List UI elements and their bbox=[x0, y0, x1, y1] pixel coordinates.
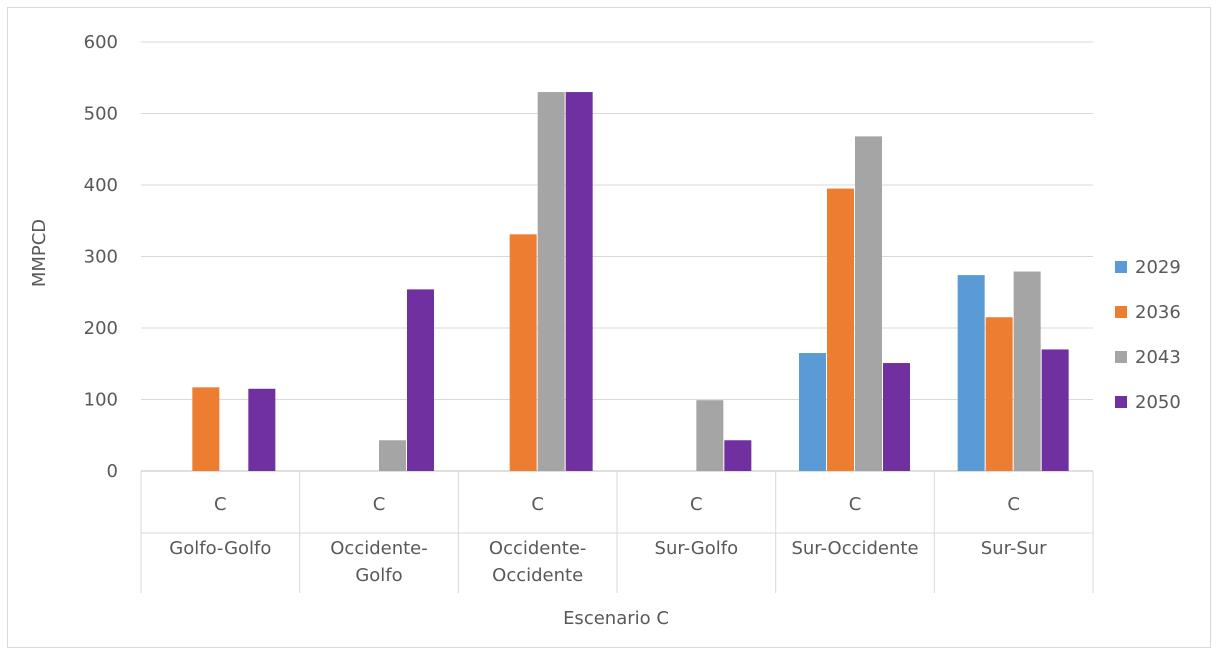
bar-2029-cat-4 bbox=[799, 353, 826, 471]
legend-swatch-2050 bbox=[1115, 396, 1127, 408]
bar-2050-cat-2 bbox=[565, 92, 593, 472]
legend-swatch-2043 bbox=[1115, 351, 1127, 363]
bar-2043-cat-5 bbox=[1013, 271, 1041, 471]
y-tick-label: 100 bbox=[84, 390, 118, 411]
y-tick-label: 400 bbox=[84, 175, 118, 196]
bar-2036-cat-5 bbox=[985, 317, 1013, 471]
legend-swatch-2036 bbox=[1115, 306, 1127, 318]
x-tick-label-level1: C bbox=[214, 494, 227, 515]
bar-2029-cat-5 bbox=[957, 275, 985, 471]
x-tick-label-level1: C bbox=[690, 494, 703, 515]
x-tick-label: Sur-Occidente bbox=[791, 538, 918, 559]
bar-2050-cat-1 bbox=[407, 289, 434, 471]
x-tick-label-level1: C bbox=[1007, 494, 1020, 515]
x-tick-label: Occidente bbox=[492, 565, 583, 586]
legend: 2029 2036 2043 2050 bbox=[1115, 257, 1181, 413]
y-tick-label: 300 bbox=[84, 247, 118, 268]
y-tick-label: 500 bbox=[84, 104, 118, 125]
x-tick-label-level1: C bbox=[373, 494, 386, 515]
bar-2036-cat-4 bbox=[827, 188, 854, 471]
x-tick-label: Occidente- bbox=[330, 538, 428, 559]
x-tick-label: Occidente- bbox=[489, 538, 587, 559]
chart-area: 0 100 200 300 400 500 600 C Golfo-Golfo C Occiden… bbox=[7, 7, 1211, 648]
x-axis: C Golfo-Golfo C Occidente- Golfo C Occidente- O… bbox=[140, 471, 1094, 593]
y-tick-label: 200 bbox=[84, 318, 118, 339]
bar-2043-cat-3 bbox=[696, 400, 724, 471]
y-axis-ticks: 0 100 200 300 400 500 600 bbox=[84, 32, 118, 482]
y-axis-label: MMPCD bbox=[29, 219, 50, 287]
bar-2050-cat-0 bbox=[248, 388, 276, 471]
x-axis-label: Escenario C bbox=[563, 608, 669, 629]
legend-swatch-2029 bbox=[1115, 261, 1127, 273]
legend-label: 2050 bbox=[1135, 392, 1181, 413]
bar-2043-cat-2 bbox=[537, 92, 565, 472]
x-tick-label-level1: C bbox=[849, 494, 862, 515]
bar-2036-cat-0 bbox=[192, 387, 220, 471]
legend-label: 2043 bbox=[1135, 347, 1181, 368]
bar-2050-cat-5 bbox=[1041, 349, 1069, 471]
x-tick-label: Golfo bbox=[355, 565, 402, 586]
bar-2050-cat-4 bbox=[883, 363, 910, 471]
legend-label: 2029 bbox=[1135, 257, 1181, 278]
bar-2043-cat-4 bbox=[855, 136, 882, 471]
bar-2036-cat-2 bbox=[509, 234, 537, 471]
x-tick-label-level1: C bbox=[531, 494, 544, 515]
bar-chart: 0 100 200 300 400 500 600 C Golfo-Golfo C Occiden… bbox=[29, 32, 1181, 629]
y-tick-label: 0 bbox=[107, 461, 118, 482]
bars bbox=[192, 92, 1069, 472]
x-tick-label: Sur-Sur bbox=[981, 538, 1047, 559]
x-tick-label: Sur-Golfo bbox=[655, 538, 739, 559]
legend-label: 2036 bbox=[1135, 302, 1181, 323]
gridlines bbox=[141, 41, 1093, 472]
bar-2043-cat-1 bbox=[379, 440, 406, 471]
y-tick-label: 600 bbox=[84, 32, 118, 53]
x-tick-label: Golfo-Golfo bbox=[169, 538, 271, 559]
bar-2050-cat-3 bbox=[724, 440, 752, 471]
